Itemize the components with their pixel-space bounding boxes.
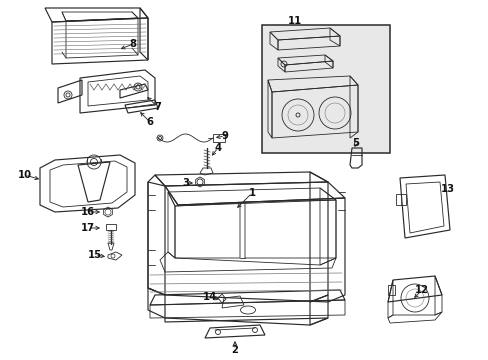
Bar xyxy=(262,25,389,153)
Bar xyxy=(213,134,224,142)
Text: 11: 11 xyxy=(287,16,302,26)
Text: 8: 8 xyxy=(129,39,136,49)
Text: 3: 3 xyxy=(182,178,189,188)
Text: 9: 9 xyxy=(221,131,228,141)
Text: 7: 7 xyxy=(154,102,161,112)
Text: 13: 13 xyxy=(440,184,454,194)
Text: 12: 12 xyxy=(414,285,428,295)
Text: 6: 6 xyxy=(146,117,153,127)
Text: 17: 17 xyxy=(81,223,95,233)
Text: 16: 16 xyxy=(81,207,95,217)
Text: 2: 2 xyxy=(231,345,238,355)
Text: 5: 5 xyxy=(352,138,359,148)
Text: 14: 14 xyxy=(203,292,217,302)
Text: 4: 4 xyxy=(214,143,221,153)
Text: 10: 10 xyxy=(18,170,32,180)
Text: 1: 1 xyxy=(248,188,255,198)
Text: 15: 15 xyxy=(88,250,102,260)
